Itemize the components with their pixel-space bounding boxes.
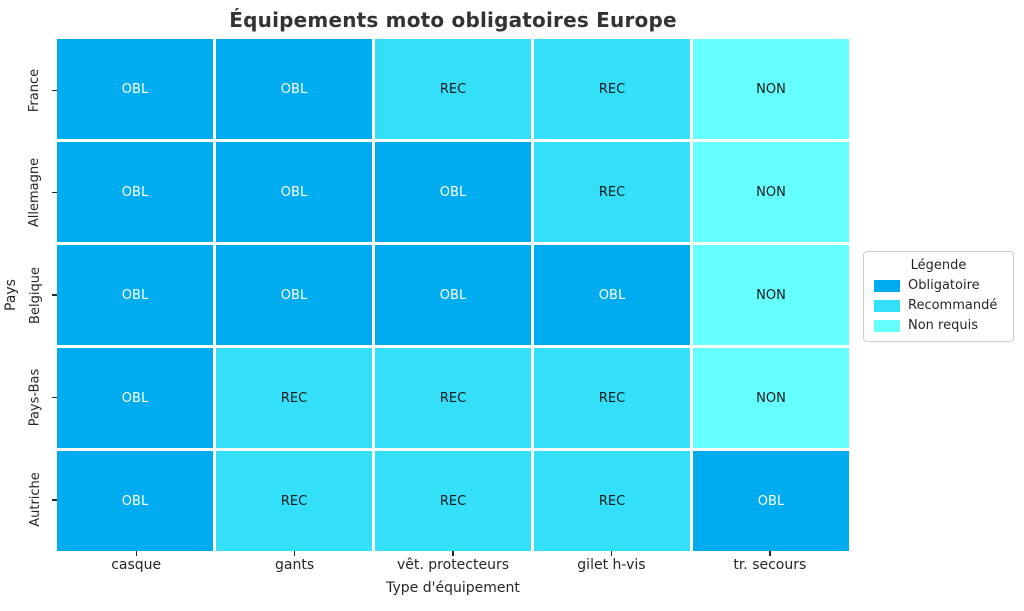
x-tick-mark — [691, 551, 849, 556]
heatmap-cell: NON — [693, 245, 849, 345]
y-axis-label-text: Pays — [3, 279, 20, 311]
heatmap-cell: OBL — [57, 142, 213, 242]
legend-swatch — [874, 279, 900, 292]
y-tick-label: Pays-Bas — [27, 368, 43, 427]
y-axis-label: Pays — [1, 39, 21, 551]
legend-title: Légende — [910, 258, 967, 273]
heatmap-cell: REC — [375, 348, 531, 448]
heatmap-cell: OBL — [375, 245, 531, 345]
x-tick-label: tr. secours — [733, 557, 807, 573]
y-tick-labels: France Allemagne Belgique Pays-Bas Autriche — [22, 39, 48, 551]
heatmap-cell: OBL — [57, 39, 213, 139]
heatmap-cell: NON — [693, 142, 849, 242]
x-tick-labels: casque gants vêt. protecteurs gilet h-vis tr… — [57, 557, 849, 577]
legend-entry: Obligatoire — [874, 278, 1003, 293]
heatmap-cell: REC — [534, 39, 690, 139]
heatmap-cell: OBL — [57, 451, 213, 551]
y-tick-mark — [52, 244, 57, 346]
y-tick-label: Belgique — [27, 266, 43, 324]
heatmap-cell: OBL — [693, 451, 849, 551]
heatmap-cell: REC — [216, 348, 372, 448]
legend-entry: Non requis — [874, 318, 1003, 333]
x-tick-mark — [374, 551, 532, 556]
y-tick-label: France — [27, 68, 43, 112]
heatmap-cell: OBL — [534, 245, 690, 345]
y-tick-mark — [52, 449, 57, 551]
legend-entry-label: Recommandé — [908, 298, 998, 313]
heatmap-cell: OBL — [57, 348, 213, 448]
heatmap-cell: REC — [534, 348, 690, 448]
heatmap-cell: REC — [216, 451, 372, 551]
x-tick-label: gilet h-vis — [577, 557, 646, 573]
legend-swatch — [874, 299, 900, 312]
y-tick-mark — [52, 141, 57, 243]
y-tick-label: Allemagne — [27, 157, 43, 228]
y-tick-mark — [52, 346, 57, 448]
legend-entry: Recommandé — [874, 298, 1003, 313]
x-tick-label: vêt. protecteurs — [397, 557, 510, 573]
heatmap-grid: OBL OBL REC REC NON OBL OBL OBL REC NON OBL OBL OBL O… — [57, 39, 849, 551]
x-axis-ticks — [57, 551, 849, 556]
x-tick-label: gants — [275, 557, 315, 573]
heatmap-cell: OBL — [375, 142, 531, 242]
heatmap-cell: REC — [375, 39, 531, 139]
y-axis-ticks — [52, 39, 57, 551]
heatmap-cell: OBL — [57, 245, 213, 345]
heatmap-cell: OBL — [216, 245, 372, 345]
heatmap-cell: REC — [534, 451, 690, 551]
heatmap-cell: NON — [693, 348, 849, 448]
heatmap-cell: REC — [534, 142, 690, 242]
legend-entries: Obligatoire Recommandé Non requis — [874, 278, 1003, 333]
legend-entry-label: Obligatoire — [908, 278, 980, 293]
y-tick-mark — [52, 39, 57, 141]
y-tick-label: Autriche — [27, 472, 43, 528]
legend-swatch — [874, 319, 900, 332]
legend: Légende Obligatoire Recommandé Non requis — [863, 251, 1014, 342]
x-axis-label: Type d'équipement — [386, 580, 520, 596]
heatmap-cell: OBL — [216, 142, 372, 242]
x-tick-mark — [57, 551, 215, 556]
x-tick-label: casque — [111, 557, 162, 573]
heatmap-cell: OBL — [216, 39, 372, 139]
heatmap-cell: NON — [693, 39, 849, 139]
x-tick-mark — [532, 551, 690, 556]
x-tick-mark — [215, 551, 373, 556]
heatmap-cell: REC — [375, 451, 531, 551]
chart-title: Équipements moto obligatoires Europe — [229, 8, 677, 32]
legend-entry-label: Non requis — [908, 318, 978, 333]
